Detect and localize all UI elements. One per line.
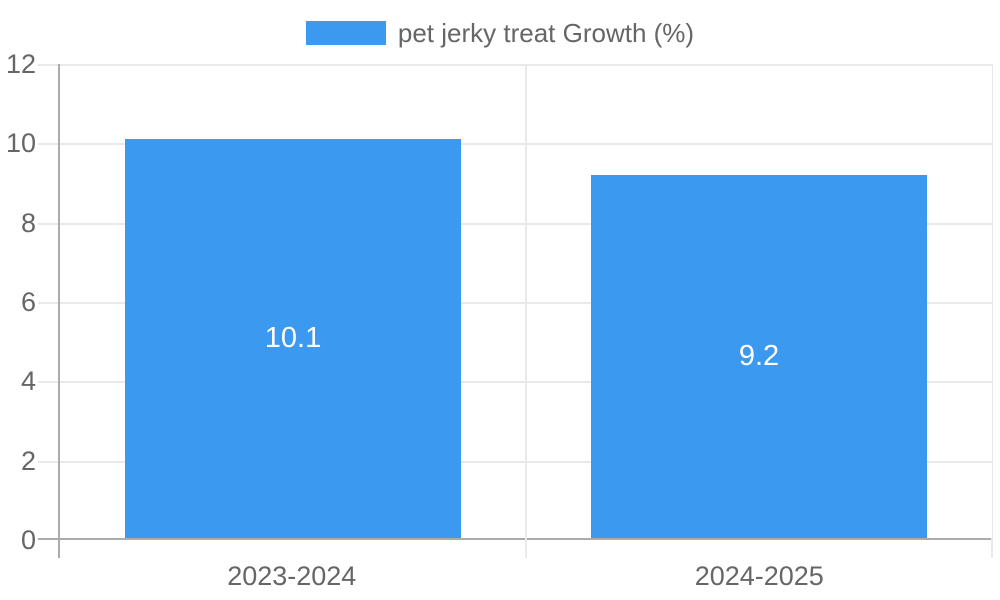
bar-2023-2024: 10.1 (125, 139, 461, 538)
y-axis-tick (38, 143, 58, 145)
y-tick-label: 0 (20, 525, 36, 555)
legend: pet jerky treat Growth (%) (0, 20, 1000, 46)
y-axis-tick (38, 538, 58, 540)
y-tick-label: 2 (20, 446, 36, 476)
legend-item[interactable]: pet jerky treat Growth (%) (305, 18, 695, 48)
y-tick-label: 8 (20, 208, 36, 238)
y-tick-label: 4 (20, 366, 36, 396)
y-axis: 12 10 8 6 4 2 0 (0, 49, 36, 555)
category-gridline (525, 64, 527, 538)
y-axis-tick (38, 302, 58, 304)
x-axis-tick (58, 538, 60, 558)
y-axis-tick (38, 223, 58, 225)
x-axis-tick (525, 538, 527, 558)
y-axis-tick (38, 381, 58, 383)
bar-value-label: 9.2 (738, 339, 780, 372)
x-tick-label: 2023-2024 (227, 561, 357, 591)
x-tick-label: 2024-2025 (694, 561, 824, 591)
bar-value-label: 10.1 (264, 322, 322, 355)
legend-swatch-icon (305, 21, 386, 45)
x-axis-tick (991, 538, 993, 558)
plot-area: 10.1 9.2 (38, 64, 993, 558)
y-tick-label: 6 (20, 287, 36, 317)
y-axis-tick (38, 64, 58, 66)
y-tick-label: 12 (5, 49, 36, 79)
x-axis: 2023-2024 2024-2025 (58, 560, 993, 592)
y-tick-label: 10 (5, 128, 36, 158)
legend-label: pet jerky treat Growth (%) (397, 18, 695, 48)
bar-2024-2025: 9.2 (591, 174, 927, 538)
y-axis-tick (38, 461, 58, 463)
